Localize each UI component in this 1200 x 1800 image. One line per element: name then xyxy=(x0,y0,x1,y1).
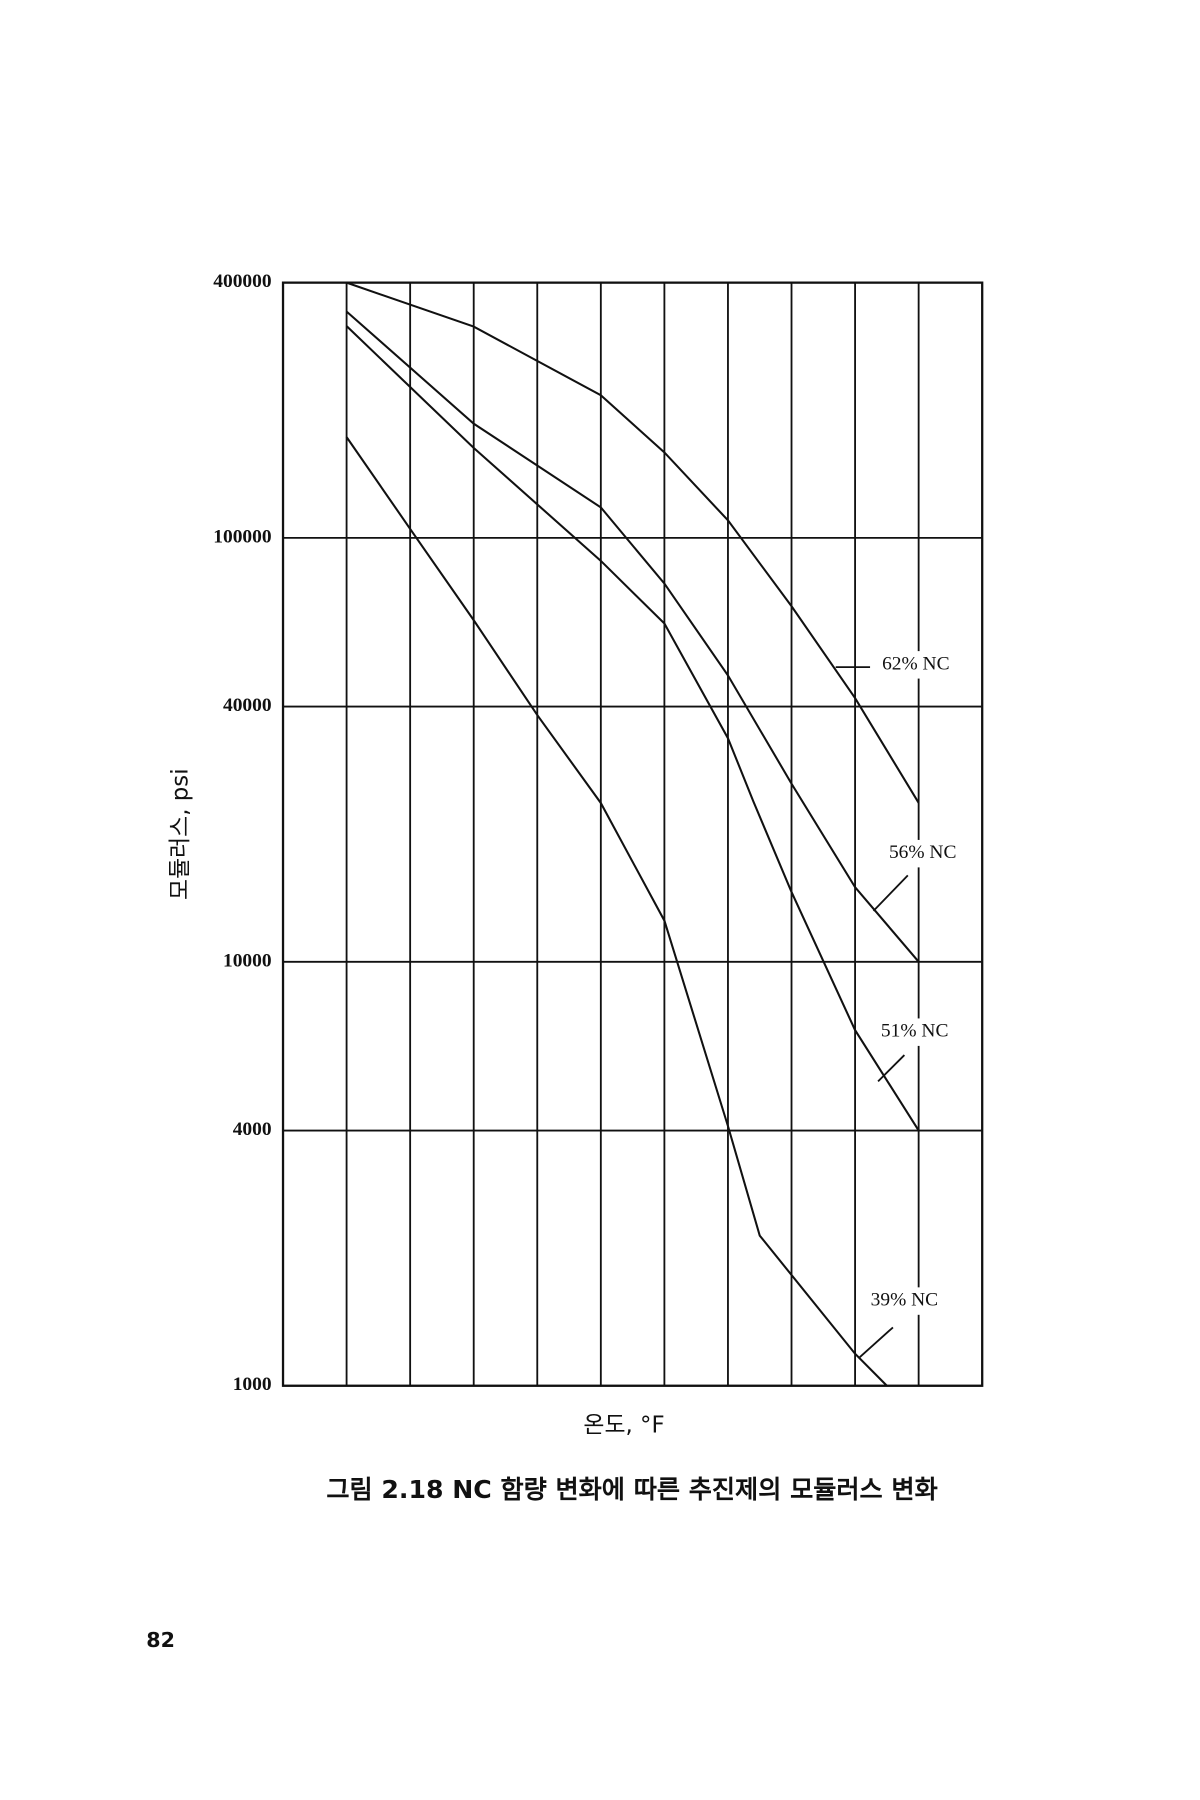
series-line xyxy=(345,310,920,963)
series-line xyxy=(346,281,920,804)
y-tick-label: 40000 xyxy=(223,695,272,716)
y-axis-label: 모듈러스, psi xyxy=(168,768,194,900)
y-tick-label: 1000 xyxy=(233,1374,272,1395)
label-leader xyxy=(859,1326,894,1358)
label-background xyxy=(870,651,962,679)
label-background xyxy=(876,839,969,868)
y-tick-label: 10000 xyxy=(223,950,272,971)
series-label: 51% NC xyxy=(881,1021,949,1042)
series-label: 39% NC xyxy=(871,1290,939,1311)
series-label: 62% NC xyxy=(882,653,950,674)
label-background xyxy=(868,1018,961,1046)
label-leader xyxy=(877,1054,906,1083)
series-line xyxy=(345,325,920,1132)
y-tick-label: 100000 xyxy=(213,526,271,547)
y-tick-label: 4000 xyxy=(233,1119,272,1140)
label-leader xyxy=(872,874,909,912)
caption: 그림 2.18 NC 함량 변화에 따른 추진제의 모듈러스 변화 xyxy=(326,1475,937,1504)
label-background xyxy=(858,1287,951,1315)
series-label: 56% NC xyxy=(889,842,957,863)
y-tick-label: 400000 xyxy=(213,271,271,292)
series-line xyxy=(345,436,888,1387)
page-number: 82 xyxy=(146,1628,175,1652)
x-axis-label: 온도, °F xyxy=(583,1412,664,1438)
plot-frame xyxy=(281,281,984,1387)
